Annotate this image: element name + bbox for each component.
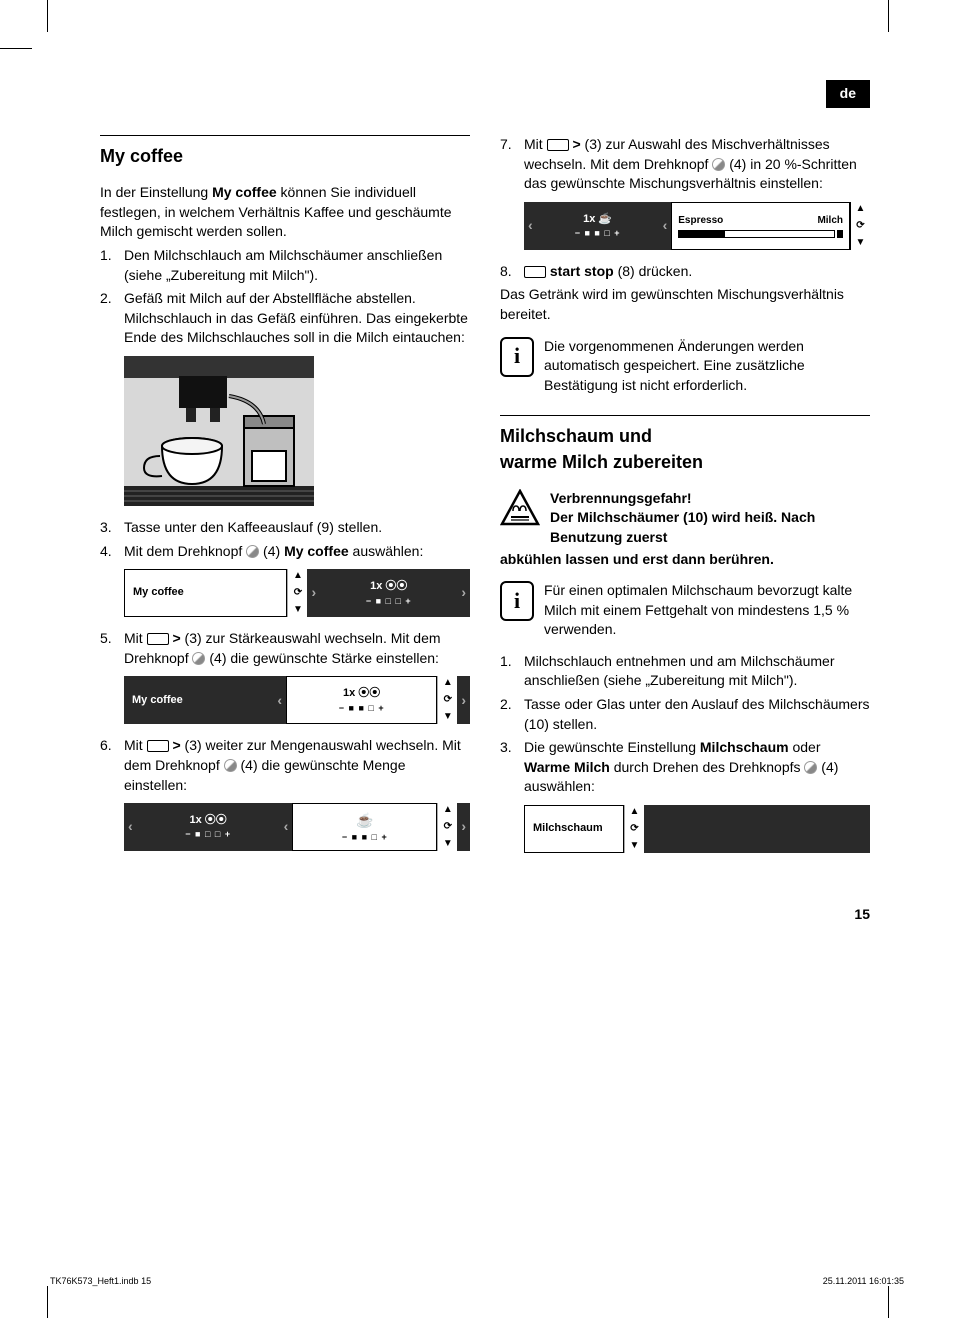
- page-number: 15: [854, 905, 870, 925]
- left-column: My coffee In der Einstellung My coffee k…: [100, 135, 470, 865]
- step-6: Mit > (3) weiter zur Mengenauswahl wechs…: [100, 736, 470, 795]
- warning-text-cont: abkühlen lassen und erst dann berühren.: [500, 550, 870, 570]
- display-box-5: Milchschaum ▲⟳▼: [524, 805, 870, 853]
- step-4: Mit dem Drehknopf (4) My coffee auswähle…: [100, 542, 470, 562]
- right-column: Mit > (3) zur Auswahl des Misch­verhältn…: [500, 135, 870, 865]
- button-icon: [147, 740, 169, 752]
- intro-paragraph: In der Einstellung My coffee können Sie …: [100, 183, 470, 242]
- milch-step-2: Tasse oder Glas unter den Auslauf des Mi…: [500, 695, 870, 734]
- info-text-1: Die vorgenommenen Änderungen werden auto…: [544, 337, 870, 396]
- section-title-mycoffee: My coffee: [100, 135, 470, 169]
- after-step-8: Das Getränk wird im gewünschten Mischung…: [500, 285, 870, 324]
- coffee-machine-illustration: [124, 356, 314, 506]
- knob-icon: [192, 652, 205, 665]
- footer-left: TK76K573_Heft1.indb 15: [50, 1275, 151, 1288]
- step-1: Den Milchschlauch am Milchschäumer ansch…: [100, 246, 470, 285]
- milch-step-3: Die gewünschte Einstellung Milchschaum o…: [500, 738, 870, 797]
- button-icon: [524, 266, 546, 278]
- display-box-2: My coffee ‹ 1x ⦿⦿ − ■ ■ □ + ▲⟳▼ ›: [124, 676, 470, 724]
- info-box-2: i Für einen optimalen Milchschaum bevorz…: [500, 581, 870, 640]
- display-box-1: My coffee ▲⟳▼ › 1x ⦿⦿ − ■ □ □ + ›: [124, 569, 470, 617]
- display-box-3: ‹ 1x ⦿⦿ − ■ □ □ + ‹ ☕ − ■ ■ □ + ▲⟳▼ ›: [124, 803, 470, 851]
- section-title-milchschaum: Milchschaum undwarme Milch zubereiten: [500, 415, 870, 474]
- step-3: Tasse unter den Kaffeeauslauf (9) stelle…: [100, 518, 470, 538]
- knob-icon: [804, 761, 817, 774]
- info-box-1: i Die vorgenommenen Änderungen werden au…: [500, 337, 870, 396]
- warning-text: Verbrennungsgefahr! Der Milchschäumer (1…: [550, 489, 870, 548]
- milch-step-1: Milchschlauch entnehmen und am Milchschä…: [500, 652, 870, 691]
- step-7: Mit > (3) zur Auswahl des Misch­verhältn…: [500, 135, 870, 194]
- knob-icon: [246, 545, 259, 558]
- step-8: start stop (8) drücken.: [500, 262, 870, 282]
- page-content: de My coffee In der Einstellung My coffe…: [100, 80, 870, 865]
- step-2: Gefäß mit Milch auf der Abstellfläche ab…: [100, 289, 470, 348]
- warning-icon: [500, 489, 540, 527]
- knob-icon: [712, 158, 725, 171]
- footer-right: 25.11.2011 16:01:35: [823, 1275, 904, 1288]
- button-icon: [547, 139, 569, 151]
- info-text-2: Für einen optimalen Milchschaum bevorzug…: [544, 581, 870, 640]
- info-icon: i: [500, 337, 534, 377]
- warning-box: Verbrennungsgefahr! Der Milchschäumer (1…: [500, 489, 870, 548]
- button-icon: [147, 633, 169, 645]
- knob-icon: [224, 759, 237, 772]
- step-5: Mit > (3) zur Stärkeauswahl wech­seln. M…: [100, 629, 470, 668]
- display-box-4: ‹ 1x ☕ − ■ ■ □ + ‹ Espresso Milch: [524, 202, 870, 250]
- language-tab: de: [826, 80, 870, 108]
- info-icon: i: [500, 581, 534, 621]
